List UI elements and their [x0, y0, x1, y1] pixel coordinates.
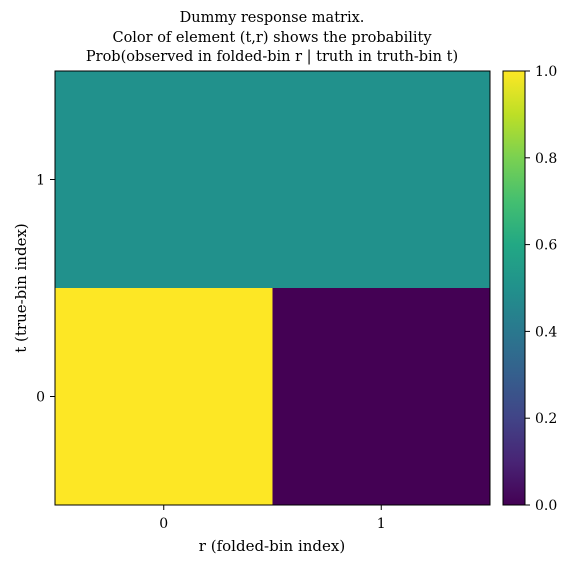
y-tick-label-1: 1 [36, 173, 45, 189]
colorbar-gradient [502, 70, 526, 506]
heatmap-cell-t0-r1 [272, 288, 490, 505]
plot-frame [54, 70, 491, 506]
colorbar-tick-label-1.0: 1.0 [535, 64, 557, 80]
y-axis-label: t (true-bin index) [12, 223, 30, 353]
heatmap-cell-t0-r0 [55, 288, 273, 505]
heatmap-cell-t1-r0 [55, 71, 273, 288]
x-axis-label: r (folded-bin index) [199, 537, 345, 555]
title-line-3: Prob(observed in folded-bin r | truth in… [86, 49, 458, 65]
title-line-2: Color of element (t,r) shows the probabi… [112, 30, 432, 46]
heatmap-cells [55, 71, 490, 505]
colorbar-tick-label-0.2: 0.2 [535, 411, 557, 427]
colorbar-tick-label-0.8: 0.8 [535, 151, 557, 167]
colorbar-tick-label-0.4: 0.4 [535, 324, 557, 340]
x-tick-label-0: 0 [159, 516, 168, 532]
colorbar-ticks: 0.0 0.2 0.4 0.6 0.8 1.0 [525, 64, 557, 514]
y-axis-ticks: 01 [36, 173, 55, 406]
y-tick-label-0: 0 [36, 390, 45, 406]
colorbar-tick-label-0.0: 0.0 [535, 498, 557, 514]
chart-title: Dummy response matrix. Color of element … [86, 10, 458, 65]
colorbar-tick-label-0.6: 0.6 [535, 238, 557, 254]
title-line-1: Dummy response matrix. [180, 10, 365, 26]
colorbar: 0.0 0.2 0.4 0.6 0.8 1.0 [502, 64, 557, 514]
heatmap-cell-t1-r1 [272, 71, 490, 288]
x-tick-label-1: 1 [377, 516, 386, 532]
